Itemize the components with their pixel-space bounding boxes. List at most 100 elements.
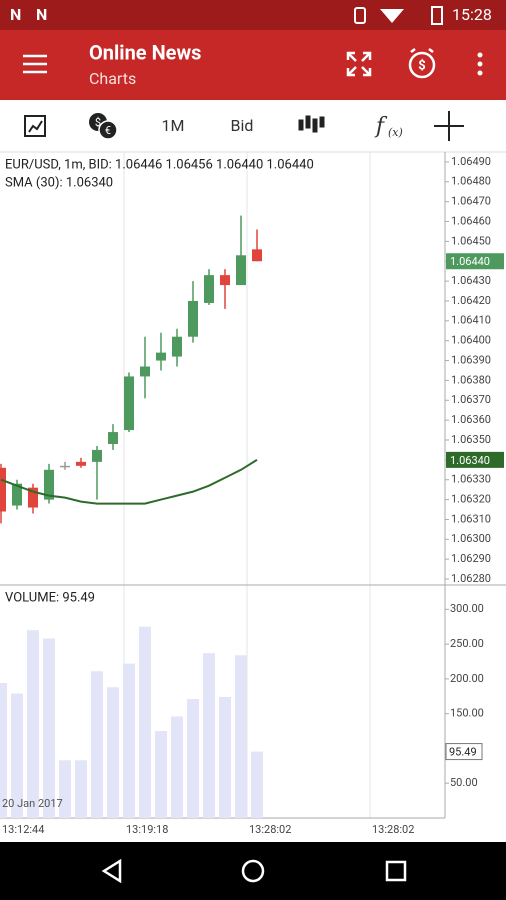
symbol-button[interactable]: $ € <box>89 113 118 140</box>
vibrate-icon <box>354 7 366 24</box>
svg-text:€: € <box>105 124 111 137</box>
candle-body <box>188 300 198 337</box>
volume-last-box <box>445 743 483 761</box>
candle-body <box>236 255 246 286</box>
alarm-icon: $ <box>418 58 425 73</box>
x-tick-label: 13:19:18 <box>126 823 168 836</box>
home-button[interactable] <box>241 859 265 883</box>
volume-bar <box>219 696 231 818</box>
volume-bar <box>11 693 23 818</box>
y-tick-label: 1.06290 <box>451 552 491 565</box>
y-tick-label: 1.06410 <box>451 314 491 327</box>
volume-bar <box>43 638 55 818</box>
chart-type-button[interactable] <box>24 115 46 137</box>
x-tick-label: 13:28:02 <box>249 823 291 836</box>
volume-last-label: 95.49 <box>449 745 477 758</box>
y-tick-label: 1.06460 <box>451 214 491 227</box>
indicator-button-sub: (x) <box>388 126 403 139</box>
volume-bar <box>203 653 215 818</box>
y-tick-label: 1.06310 <box>451 512 491 525</box>
y-tick-label: 1.06320 <box>451 492 491 505</box>
y-tick-label: 300.00 <box>450 602 484 615</box>
sma-header: SMA (30): 1.06340 <box>5 175 113 190</box>
candle-body <box>252 249 262 262</box>
y-tick-label: 1.06360 <box>451 413 491 426</box>
app-subtitle: Charts <box>89 69 136 88</box>
last-price-label: 1.06440 <box>450 255 490 268</box>
volume-bar <box>139 626 151 818</box>
y-tick-label: 1.06450 <box>451 234 491 247</box>
y-tick-label: 1.06350 <box>451 433 491 446</box>
x-tick-label: 13:12:44 <box>2 823 44 836</box>
volume-bar <box>171 716 183 818</box>
alarm-button[interactable] <box>408 48 436 79</box>
fullscreen-button[interactable] <box>346 51 372 77</box>
battery-icon <box>431 6 443 25</box>
candle-body <box>92 449 102 462</box>
candle-body <box>76 461 86 466</box>
y-tick-label: 1.06370 <box>451 393 491 406</box>
nav-bar <box>0 842 506 900</box>
y-tick-label: 50.00 <box>450 776 478 789</box>
y-tick-label: 150.00 <box>450 707 484 720</box>
price-header: EUR/USD, 1m, BID: 1.06446 1.06456 1.0644… <box>5 157 314 172</box>
volume-bar <box>123 663 135 818</box>
sma-last-label: 1.06340 <box>450 454 490 467</box>
y-tick-label: 1.06400 <box>451 334 491 347</box>
menu-button[interactable] <box>23 54 47 74</box>
candle-body <box>44 469 54 500</box>
volume-bar <box>75 760 87 818</box>
y-tick-label: 1.06390 <box>451 353 491 366</box>
svg-text:$: $ <box>95 116 101 129</box>
y-tick-label: 1.06330 <box>451 473 491 486</box>
volume-bar <box>0 683 7 818</box>
candle-body <box>204 275 214 303</box>
notif-icon: N <box>36 5 47 24</box>
candle-body <box>28 487 38 508</box>
candle-body <box>156 352 166 361</box>
volume-bar <box>251 751 263 818</box>
clock: 15:28 <box>452 5 492 24</box>
y-tick-label: 250.00 <box>450 637 484 650</box>
volume-bar <box>59 760 71 818</box>
volume-bar <box>187 699 199 818</box>
candle-style-button[interactable] <box>298 115 325 133</box>
candle-body <box>12 483 22 506</box>
candle-body <box>124 376 134 431</box>
candle-body <box>220 275 230 286</box>
period-button[interactable]: 1M <box>162 116 185 135</box>
candle-body <box>172 336 182 357</box>
candle-body <box>108 432 118 444</box>
recents-button[interactable] <box>385 860 407 882</box>
app-bar <box>0 30 506 100</box>
y-tick-label: 1.06380 <box>451 373 491 386</box>
sma-last-box <box>446 451 504 468</box>
candle-body <box>0 467 6 512</box>
candle-body <box>60 465 70 468</box>
y-tick-label: 1.06420 <box>451 294 491 307</box>
notif-icon: N <box>10 5 21 24</box>
back-button[interactable] <box>101 858 122 884</box>
last-price-box <box>446 253 504 270</box>
sma-line <box>0 459 258 505</box>
y-tick-label: 1.06430 <box>451 274 491 287</box>
x-tick-label: 13:28:02 <box>372 823 414 836</box>
y-tick-label: 200.00 <box>450 672 484 685</box>
y-tick-label: 1.06280 <box>451 572 491 585</box>
wifi-icon <box>380 9 404 23</box>
toolbar <box>0 100 506 152</box>
more-button[interactable] <box>477 52 483 76</box>
y-tick-label: 1.06490 <box>451 155 491 168</box>
app-title: Online News <box>89 40 201 64</box>
y-tick-label: 1.06480 <box>451 175 491 188</box>
add-button[interactable] <box>434 111 464 141</box>
volume-bar <box>91 671 103 818</box>
volume-header: VOLUME: 95.49 <box>5 590 95 605</box>
price-type-button[interactable]: Bid <box>231 116 254 135</box>
volume-bar <box>27 630 39 818</box>
date-label: 20 Jan 2017 <box>2 797 63 810</box>
y-tick-label: 1.06300 <box>451 532 491 545</box>
